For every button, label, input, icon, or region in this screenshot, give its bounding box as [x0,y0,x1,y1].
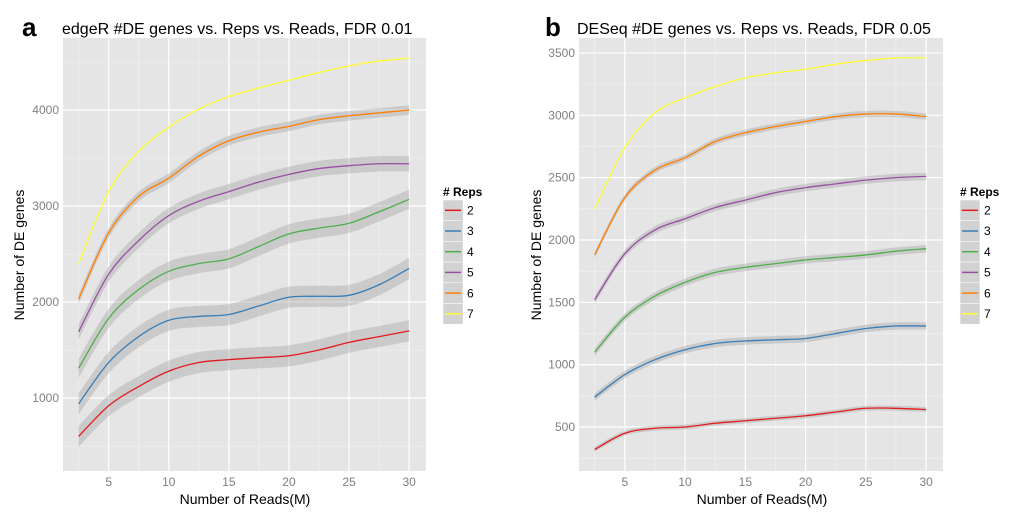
x-tick-label: 25 [859,475,873,489]
x-tick-label: 25 [342,475,356,489]
panel-b: b DESeq #DE genes vs. Reps vs. Reads, FD… [528,12,1000,507]
series-line-2 [594,407,927,451]
y-tick-label: 500 [555,420,575,434]
y-tick-label: 2500 [548,171,575,185]
legend: 2 3 4 5 6 7 [442,199,474,325]
y-tick-label: 1000 [32,391,59,405]
series-line-2 [78,330,410,437]
legend-label: 5 [467,266,474,280]
series-line-4 [78,198,410,369]
plot-area [63,38,426,471]
confidence-band-3 [594,322,927,401]
panel-label: b [545,12,561,42]
legend-label: 4 [984,245,991,259]
x-tick-label: 30 [919,475,933,489]
legend-title: # Reps [960,185,1000,199]
x-axis-label: Number of Reads(M) [697,491,828,507]
y-axis-label: Number of DE genes [11,190,27,321]
x-tick-label: 5 [621,475,628,489]
legend-label: 2 [984,204,991,218]
x-axis-label: Number of Reads(M) [180,491,311,507]
series-line-7 [78,57,410,264]
legend-label: 6 [984,286,991,300]
legend-label: 6 [467,286,474,300]
series-line-5 [594,175,927,301]
x-tick-label: 20 [799,475,813,489]
series-line-3 [78,267,410,405]
x-tick-label: 10 [678,475,692,489]
series-line-7 [594,57,927,210]
series-line-4 [594,248,927,353]
series-line-3 [594,325,927,398]
confidence-band-4 [78,189,410,378]
confidence-band-2 [78,320,410,447]
x-tick-label: 20 [282,475,296,489]
series-line-6 [78,109,410,300]
y-tick-label: 1500 [548,295,575,309]
confidence-band-5 [78,155,410,340]
y-axis-label: Number of DE genes [528,190,544,321]
legend-label: 3 [984,224,991,238]
y-tick-label: 1000 [548,358,575,372]
x-tick-label: 30 [402,475,416,489]
legend-label: 2 [467,204,474,218]
legend-label: 7 [467,307,474,321]
series-line-5 [78,162,410,333]
panel-a: a edgeR #DE genes vs. Reps vs. Reads, FD… [11,12,483,507]
plot-background [579,38,943,471]
y-tick-label: 3000 [32,199,59,213]
chart-title: DESeq #DE genes vs. Reps vs. Reads, FDR … [577,21,931,38]
x-tick-label: 5 [105,475,112,489]
series-line-6 [594,113,927,256]
y-tick-label: 3500 [548,46,575,60]
confidence-band-4 [594,244,927,356]
chart-title: edgeR #DE genes vs. Reps vs. Reads, FDR … [62,21,412,38]
legend-title: # Reps [443,185,483,199]
x-tick-label: 15 [222,475,236,489]
y-tick-label: 3000 [548,108,575,122]
legend-label: 3 [467,224,474,238]
confidence-band-5 [594,172,927,304]
y-tick-label: 2000 [32,295,59,309]
x-tick-label: 15 [739,475,753,489]
x-tick-label: 10 [162,475,176,489]
plot-area [579,38,943,471]
confidence-band-2 [594,405,927,452]
confidence-band-3 [78,257,410,415]
y-tick-label: 2000 [548,233,575,247]
legend: 2 3 4 5 6 7 [959,199,991,325]
legend-label: 4 [467,245,474,259]
y-tick-label: 4000 [32,103,59,117]
legend-label: 5 [984,266,991,280]
legend-label: 7 [984,307,991,321]
panel-label: a [22,12,37,42]
